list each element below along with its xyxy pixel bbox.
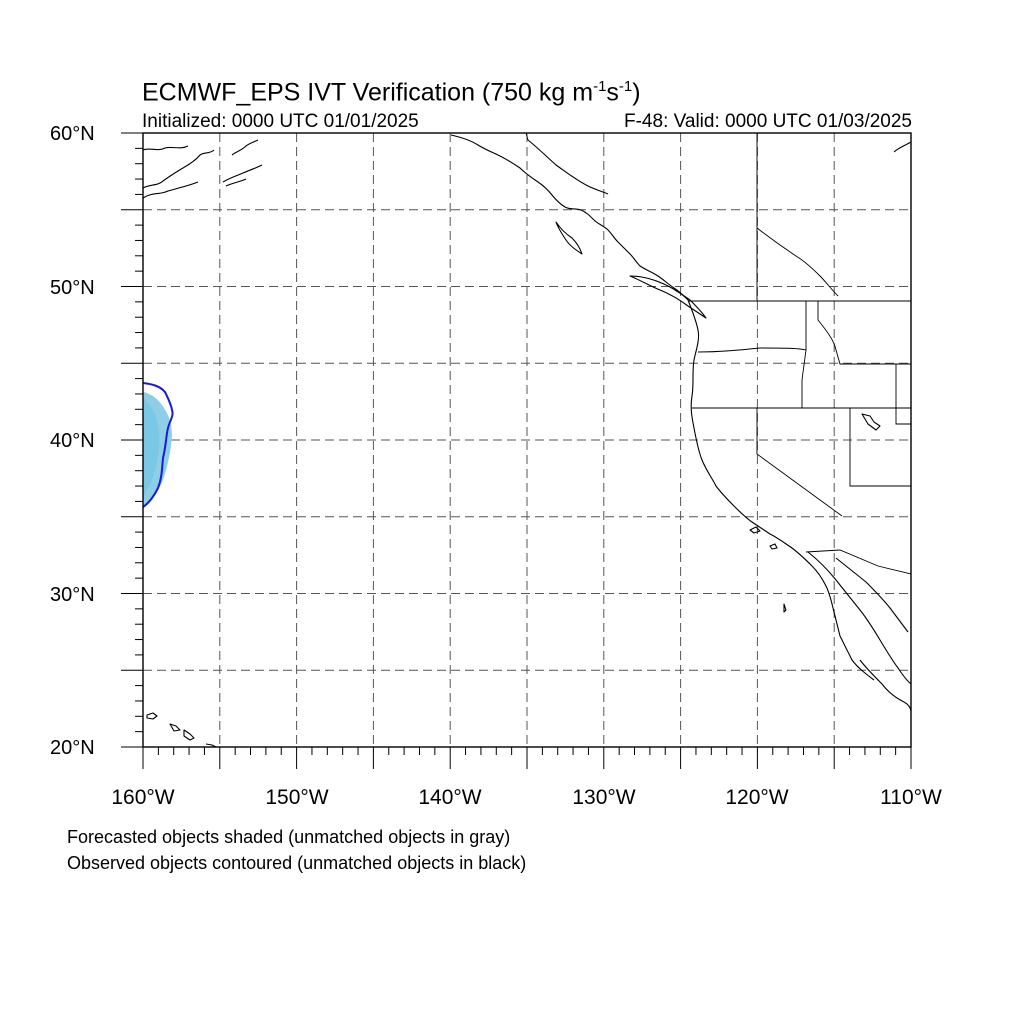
lon-label-160w: 160°W (111, 786, 175, 809)
forecast-object-core (143, 398, 160, 496)
axis-ticks (121, 132, 912, 769)
lat-label-50n: 50°N (50, 277, 95, 299)
lon-label-110w: 110°W (880, 786, 942, 809)
valid-time-label: F-48: Valid: 0000 UTC 01/03/2025 (624, 111, 912, 132)
lat-label-20n: 20°N (50, 737, 95, 759)
lon-label-120w: 120°W (725, 786, 789, 809)
lat-label-30n: 30°N (50, 584, 95, 606)
forecast-note: Forecasted objects shaded (unmatched obj… (67, 827, 511, 847)
chart-title: ECMWF_EPS IVT Verification (750 kg m-1s-… (142, 78, 641, 107)
lon-label-150w: 150°W (265, 786, 329, 809)
political-borders (525, 133, 911, 575)
lat-label-40n: 40°N (50, 430, 95, 452)
lat-label-60n: 60°N (50, 123, 95, 145)
lon-label-130w: 130°W (572, 786, 636, 809)
observed-note: Observed objects contoured (unmatched ob… (67, 853, 527, 873)
gridlines (143, 133, 911, 747)
coastlines (143, 134, 911, 747)
init-time-label: Initialized: 0000 UTC 01/01/2025 (142, 111, 419, 132)
lon-label-140w: 140°W (418, 786, 482, 809)
observed-object-contour (143, 382, 174, 508)
